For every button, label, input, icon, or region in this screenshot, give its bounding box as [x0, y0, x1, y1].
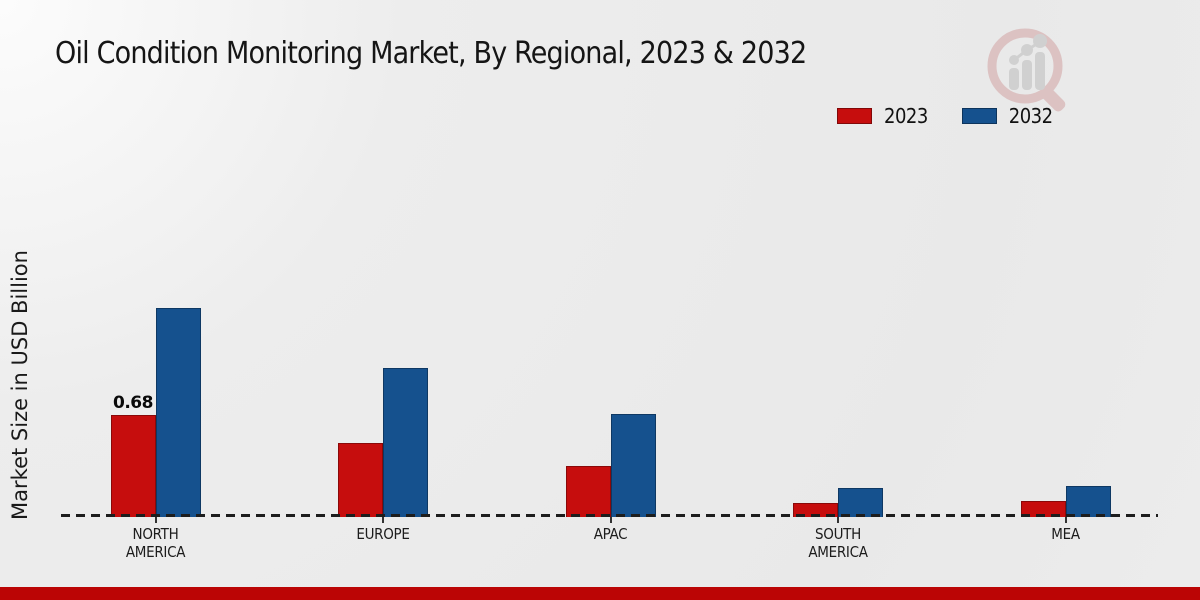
bar-value-label-north-america: 0.68	[113, 393, 153, 414]
x-axis-label-apac: APAC	[593, 525, 628, 543]
bar-2023-europe	[338, 443, 383, 517]
x-tick-mea	[1064, 517, 1067, 523]
x-tick-europe	[382, 517, 384, 523]
x-axis-label-europe: EUROPE	[356, 525, 410, 543]
bar-2032-south-america	[838, 487, 883, 517]
bar-2032-apac	[610, 413, 656, 517]
bar-2023-mea	[1020, 501, 1066, 517]
bar-2023-apac	[565, 465, 611, 517]
x-axis-dashed-line	[61, 514, 1158, 517]
x-axis-label-mea: MEA	[1051, 525, 1080, 543]
x-axis-label-south-america: SOUTH AMERICA	[808, 525, 868, 561]
legend-label-2023: 2023	[884, 104, 928, 128]
legend-item-2032: 2032	[961, 104, 1053, 128]
x-axis-label-north-america: NORTH AMERICA	[125, 525, 186, 561]
magnifier-growth-bars-logo-icon	[987, 28, 1066, 112]
bar-2032-europe	[383, 367, 428, 517]
legend: 2023 2032	[837, 104, 1053, 128]
chart-title: Oil Condition Monitoring Market, By Regi…	[55, 36, 807, 71]
legend-swatch-2032	[961, 108, 997, 124]
x-tick-south-america	[837, 517, 839, 523]
legend-swatch-2023	[837, 108, 872, 124]
x-tick-north-america	[154, 517, 157, 523]
footer-accent-bar	[0, 587, 1200, 600]
legend-label-2032: 2032	[1008, 104, 1053, 128]
legend-item-2023: 2023	[837, 104, 928, 128]
bar-2032-north-america	[155, 308, 201, 517]
bar-2032-mea	[1065, 486, 1111, 517]
x-tick-apac	[609, 517, 612, 523]
bar-2023-north-america	[110, 415, 156, 517]
bar-2023-south-america	[793, 502, 838, 517]
